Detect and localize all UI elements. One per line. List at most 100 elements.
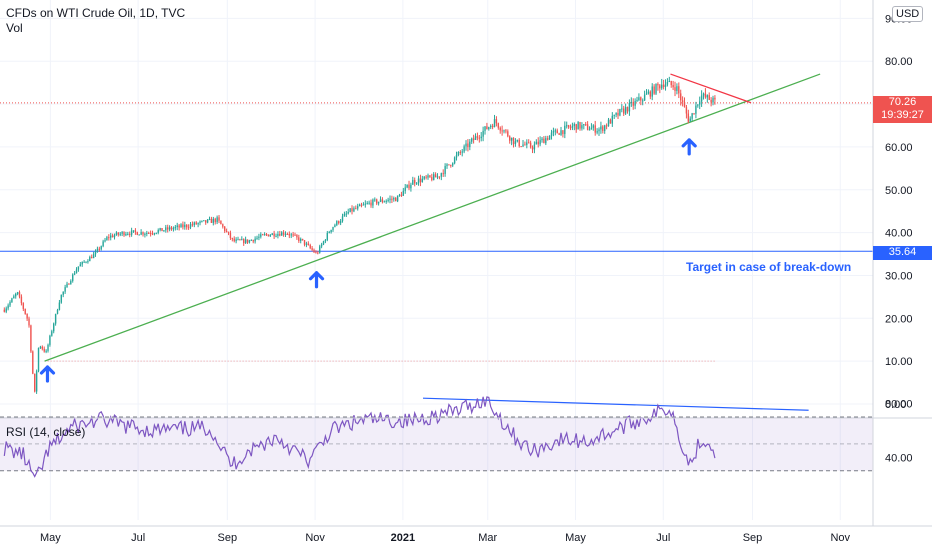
candle-body [332, 227, 334, 230]
y-tick-label: 80.00 [885, 56, 913, 68]
candle-body [400, 194, 403, 196]
candle-body [680, 93, 682, 101]
candle-body [685, 107, 688, 114]
candle-body [206, 219, 209, 223]
candle-body [417, 178, 420, 184]
candle-body [83, 261, 85, 263]
candle-body [18, 292, 21, 297]
candle-body [37, 347, 40, 372]
candle-body [127, 233, 129, 235]
candle-body [505, 130, 507, 132]
candle-body [24, 308, 26, 314]
candle-body [87, 261, 89, 263]
candle-body [317, 252, 319, 254]
candle-body [134, 230, 137, 233]
candle-body [282, 232, 285, 235]
candle-body [180, 224, 182, 228]
candle-body [319, 246, 321, 253]
candle-body [714, 97, 716, 100]
candle-body [398, 194, 401, 196]
candle-body [710, 99, 712, 103]
candle-body [119, 233, 121, 235]
candle-body [547, 138, 549, 140]
candle-body [155, 232, 158, 234]
last-price-value: 70.26 [888, 96, 917, 108]
candle-body [427, 175, 429, 178]
candle-body [434, 174, 437, 178]
candle-body [15, 293, 17, 297]
candle-body [461, 151, 463, 153]
candle-body [300, 238, 302, 241]
candle-body [463, 146, 465, 152]
candle-body [702, 93, 705, 96]
candle-body [62, 291, 64, 295]
candle-body [566, 125, 568, 127]
candle-body [643, 94, 646, 101]
candle-body [478, 137, 481, 139]
candle-body [205, 220, 207, 223]
breakdown-annotation[interactable]: Target in case of break-down [686, 260, 852, 274]
candle-body [212, 218, 215, 223]
candle-body [132, 230, 135, 232]
candle-body [324, 239, 327, 242]
candle-body [592, 125, 595, 128]
candle-body [480, 136, 482, 139]
candle-body [649, 91, 652, 97]
candle-body [260, 234, 262, 237]
candle-body [670, 81, 672, 86]
candle-body [700, 95, 703, 102]
candle-body [436, 176, 439, 178]
candle-body [58, 302, 61, 310]
candle-body [638, 97, 640, 101]
candle-body [121, 232, 123, 234]
candle-body [453, 157, 456, 164]
candle-body [159, 228, 161, 231]
candle-body [379, 199, 382, 202]
candle-body [605, 125, 608, 127]
candle-body [7, 305, 9, 309]
currency-badge[interactable]: USD [892, 6, 924, 22]
candle-body [676, 86, 678, 91]
candle-body [674, 87, 676, 91]
candle-body [491, 125, 494, 128]
x-tick-label: Jul [131, 532, 145, 544]
volume-label[interactable]: Vol [6, 21, 23, 35]
candle-body [433, 174, 435, 180]
symbol-title[interactable]: CFDs on WTI Crude Oil, 1D, TVC [6, 6, 186, 20]
candle-body [216, 217, 218, 223]
rsi-indicator-label[interactable]: RSI (14, close) [6, 425, 86, 439]
candle-body [581, 125, 583, 129]
candle-body [404, 187, 406, 191]
candle-body [438, 176, 441, 178]
candle-body [512, 137, 515, 145]
candle-body [269, 235, 272, 237]
series-layer [3, 76, 716, 478]
candle-body [110, 235, 112, 238]
candle-body [326, 232, 329, 240]
candle-body [189, 224, 192, 228]
candle-body [328, 232, 330, 234]
candle-body [81, 261, 83, 265]
candle-body [374, 199, 376, 201]
candle-body [558, 133, 560, 135]
candle-body [66, 283, 68, 288]
candle-body [596, 131, 598, 133]
candle-body [313, 249, 315, 253]
candle-body [322, 241, 325, 245]
candle-body [588, 129, 591, 131]
candle-body [294, 234, 296, 236]
candle-body [604, 125, 606, 131]
candle-body [102, 241, 104, 247]
candle-body [34, 373, 36, 392]
candle-body [315, 252, 317, 254]
candle-body [136, 232, 139, 235]
candle-body [113, 235, 116, 238]
candle-body [406, 184, 408, 188]
candle-body [165, 227, 167, 231]
y-tick-label: 60.00 [885, 142, 913, 154]
candle-body [161, 228, 163, 232]
candle-body [250, 239, 253, 241]
candle-body [225, 231, 228, 233]
